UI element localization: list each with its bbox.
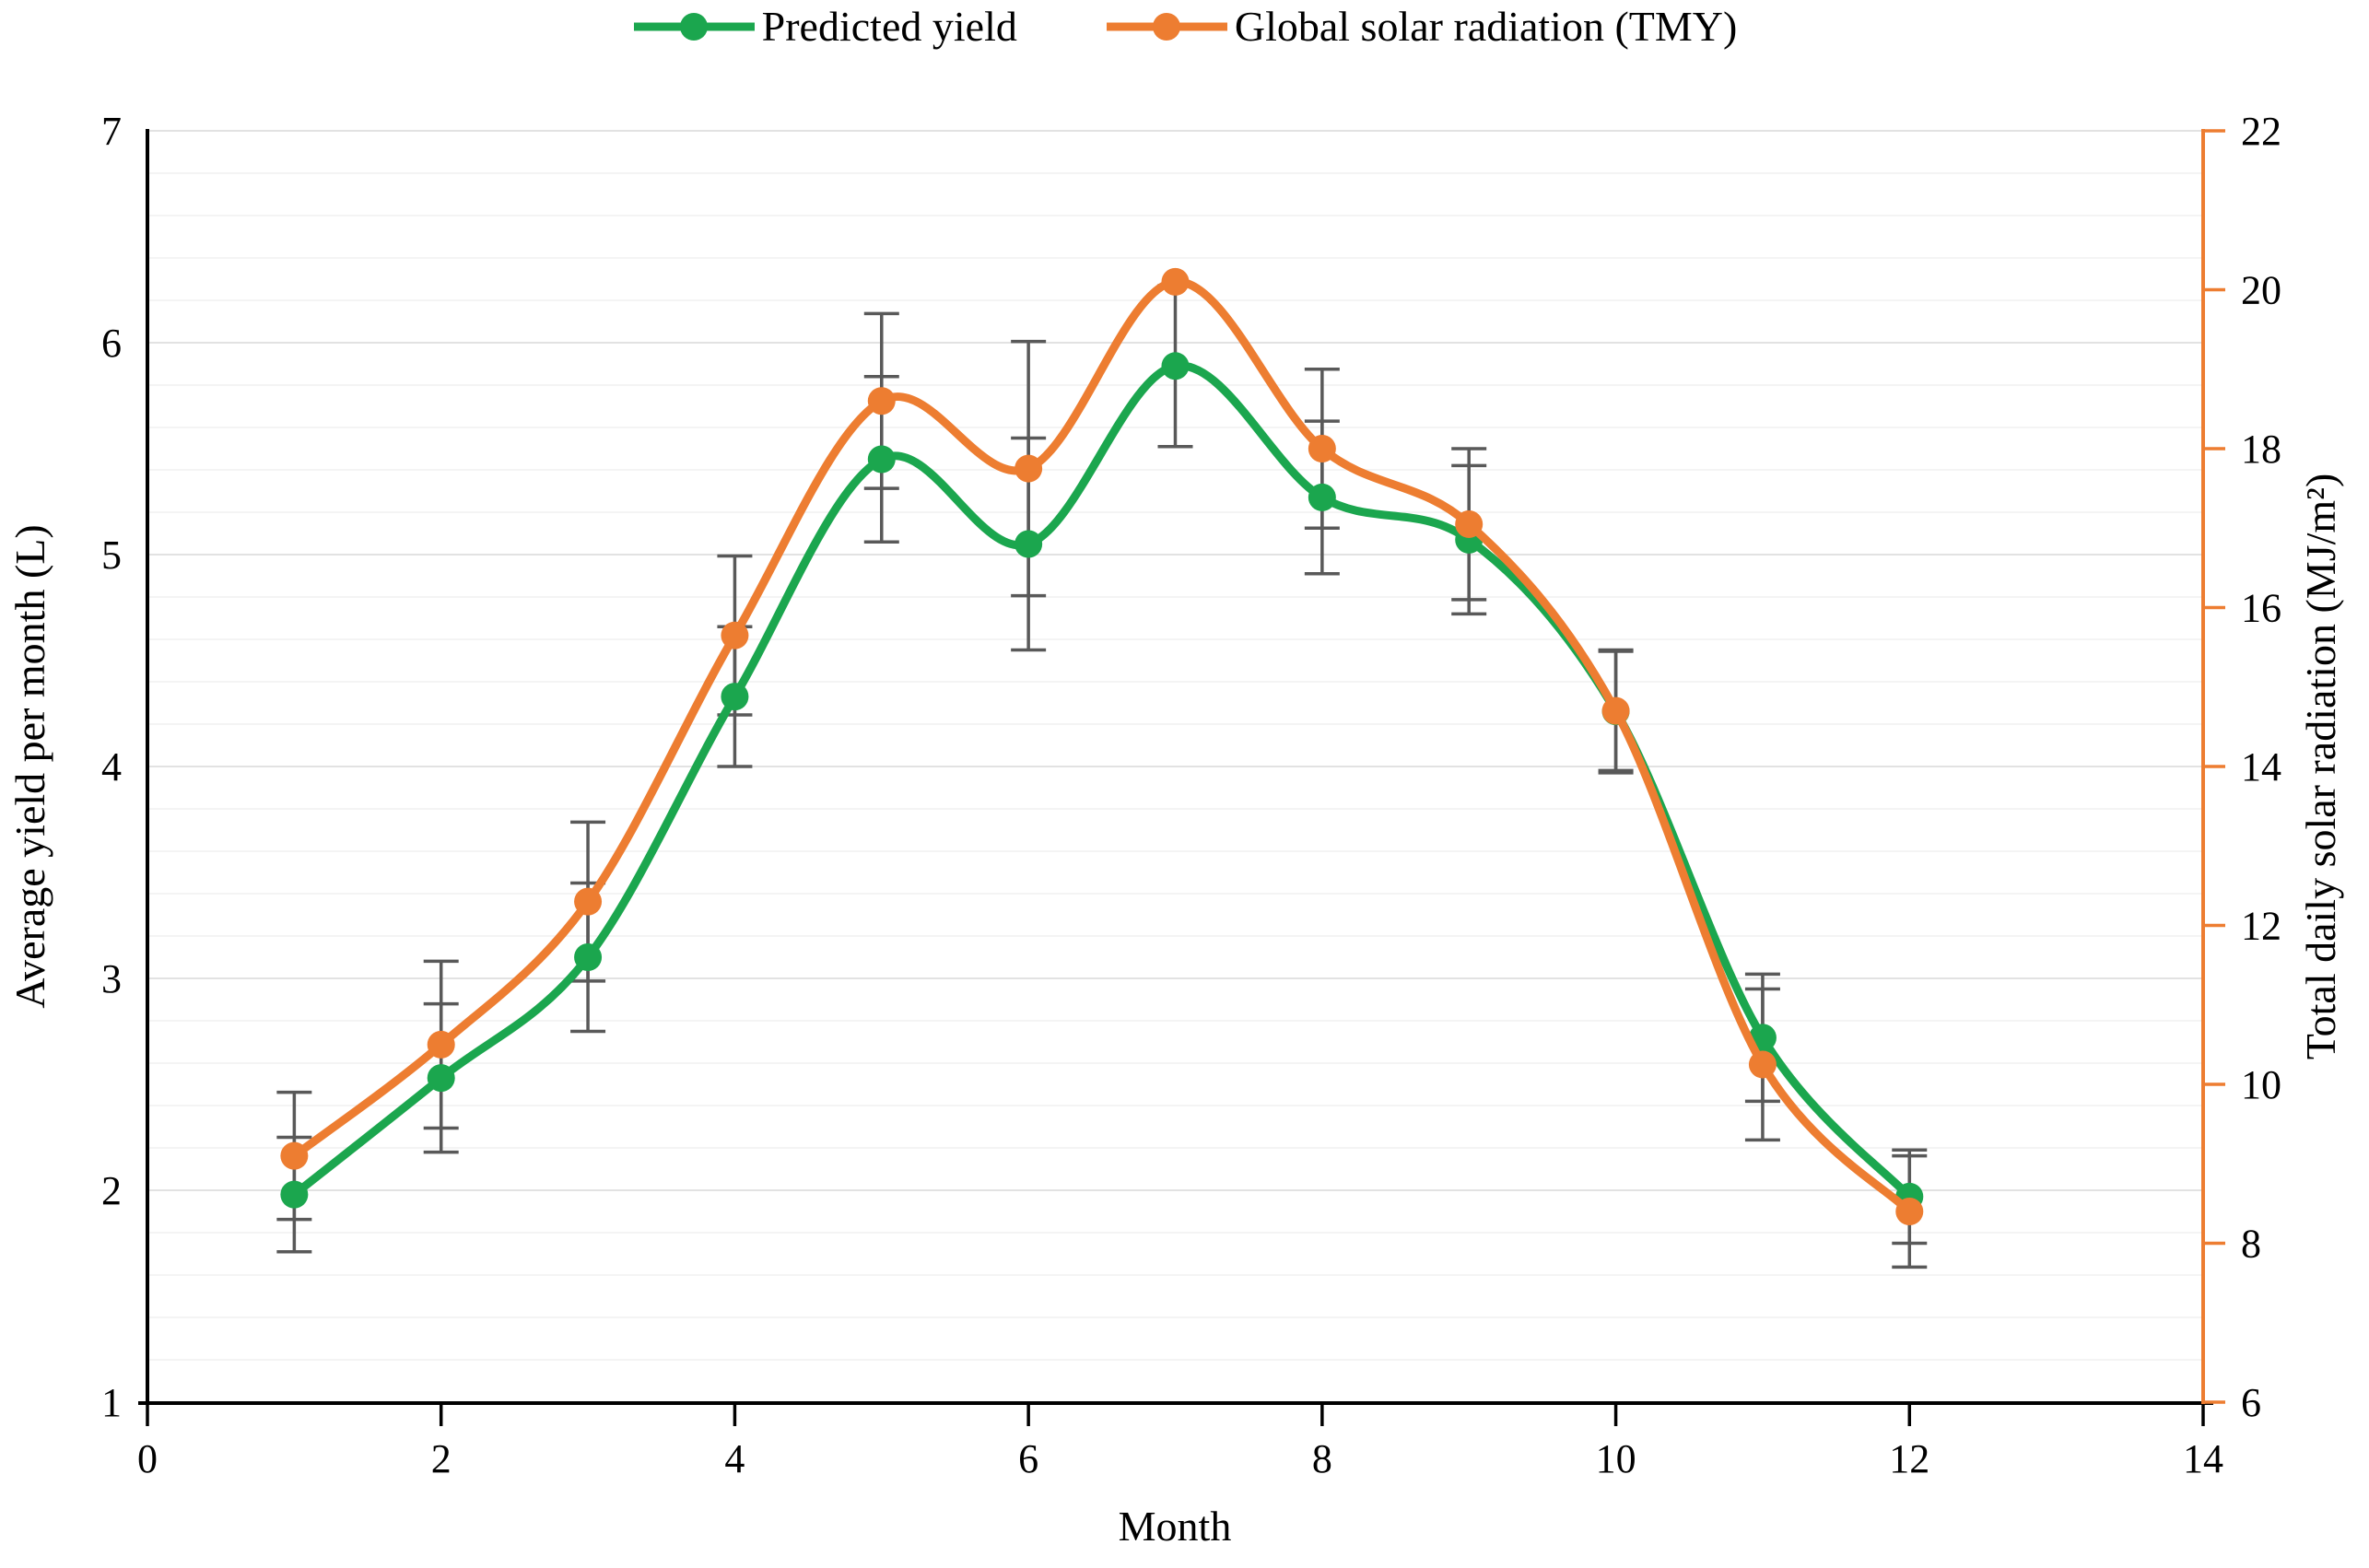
left-axis-tick-label: 2 bbox=[101, 1168, 122, 1213]
data-point-global-solar-radiation-m9[interactable] bbox=[1455, 509, 1484, 538]
data-point-global-solar-radiation-m6[interactable] bbox=[1014, 454, 1043, 483]
data-point-predicted-yield-m1[interactable] bbox=[280, 1180, 309, 1209]
data-point-predicted-yield-m5[interactable] bbox=[867, 445, 896, 474]
legend-item-global-solar-radiation[interactable]: Global solar radiation (TMY) bbox=[1105, 6, 1737, 48]
right-axis-tick-label: 14 bbox=[2241, 744, 2281, 790]
data-point-global-solar-radiation-m12[interactable] bbox=[1895, 1198, 1924, 1225]
chart-legend: Predicted yield Global solar radiation (… bbox=[0, 6, 2369, 48]
data-point-global-solar-radiation-m3[interactable] bbox=[574, 887, 603, 916]
data-point-predicted-yield-m3[interactable] bbox=[574, 943, 603, 971]
axes bbox=[138, 129, 2225, 1426]
line-marker-icon bbox=[633, 13, 755, 41]
x-axis-tick-label: 4 bbox=[724, 1436, 745, 1481]
data-point-global-solar-radiation-m8[interactable] bbox=[1308, 435, 1336, 462]
data-point-global-solar-radiation-m7[interactable] bbox=[1161, 267, 1190, 296]
x-axis-tick-label: 8 bbox=[1312, 1436, 1332, 1481]
right-axis-tick-label: 18 bbox=[2241, 427, 2281, 472]
right-axis-tick-label: 6 bbox=[2241, 1380, 2261, 1425]
left-axis-tick-label: 1 bbox=[101, 1380, 122, 1425]
series-lines bbox=[280, 267, 1924, 1225]
series-line-predicted-yield bbox=[289, 361, 1914, 1201]
x-axis-tick-label: 2 bbox=[431, 1436, 452, 1481]
x-axis-tick-label: 14 bbox=[2183, 1436, 2223, 1481]
left-axis-tick-label: 3 bbox=[101, 956, 122, 1001]
data-point-global-solar-radiation-m5[interactable] bbox=[867, 387, 896, 415]
right-axis-tick-label: 12 bbox=[2241, 904, 2281, 949]
data-point-predicted-yield-m6[interactable] bbox=[1014, 530, 1043, 558]
data-point-global-solar-radiation-m11[interactable] bbox=[1748, 1050, 1777, 1079]
series-line-global-solar-radiation bbox=[289, 277, 1914, 1216]
x-axis-tick-label: 6 bbox=[1018, 1436, 1038, 1481]
right-axis-tick-label: 16 bbox=[2241, 586, 2281, 631]
data-point-global-solar-radiation-m10[interactable] bbox=[1601, 696, 1630, 725]
right-axis-tick-label: 22 bbox=[2241, 109, 2281, 154]
data-point-global-solar-radiation-m1[interactable] bbox=[280, 1141, 309, 1170]
data-point-global-solar-radiation-m2[interactable] bbox=[427, 1030, 455, 1059]
data-point-predicted-yield-m2[interactable] bbox=[427, 1064, 455, 1093]
data-point-global-solar-radiation-m4[interactable] bbox=[721, 621, 749, 649]
left-axis-tick-label: 6 bbox=[101, 321, 122, 366]
legend-item-predicted-yield[interactable]: Predicted yield bbox=[632, 6, 1017, 48]
left-axis-tick-label: 7 bbox=[101, 109, 122, 154]
left-axis-tick-label: 4 bbox=[101, 744, 122, 790]
data-point-predicted-yield-m8[interactable] bbox=[1308, 483, 1336, 511]
left-axis-title: Average yield per month (L) bbox=[6, 524, 53, 1008]
right-axis-tick-label: 20 bbox=[2241, 268, 2281, 313]
x-axis-tick-label: 0 bbox=[137, 1436, 158, 1481]
x-axis-title: Month bbox=[1119, 1503, 1232, 1550]
left-axis-tick-label: 5 bbox=[101, 532, 122, 578]
data-point-predicted-yield-m4[interactable] bbox=[721, 683, 749, 711]
legend-label-predicted-yield: Predicted yield bbox=[761, 3, 1017, 50]
legend-label-global-solar-radiation: Global solar radiation (TMY) bbox=[1234, 3, 1738, 50]
right-axis-title: Total daily solar radiation (MJ/m²) bbox=[2297, 474, 2344, 1060]
data-point-predicted-yield-m7[interactable] bbox=[1161, 352, 1190, 380]
right-axis-tick-label: 8 bbox=[2241, 1222, 2261, 1267]
x-axis-tick-label: 10 bbox=[1596, 1436, 1636, 1481]
x-axis-tick-label: 12 bbox=[1889, 1436, 1929, 1481]
line-marker-icon bbox=[1106, 13, 1227, 41]
error-bars bbox=[276, 284, 1928, 1270]
right-axis-tick-label: 10 bbox=[2241, 1062, 2281, 1107]
